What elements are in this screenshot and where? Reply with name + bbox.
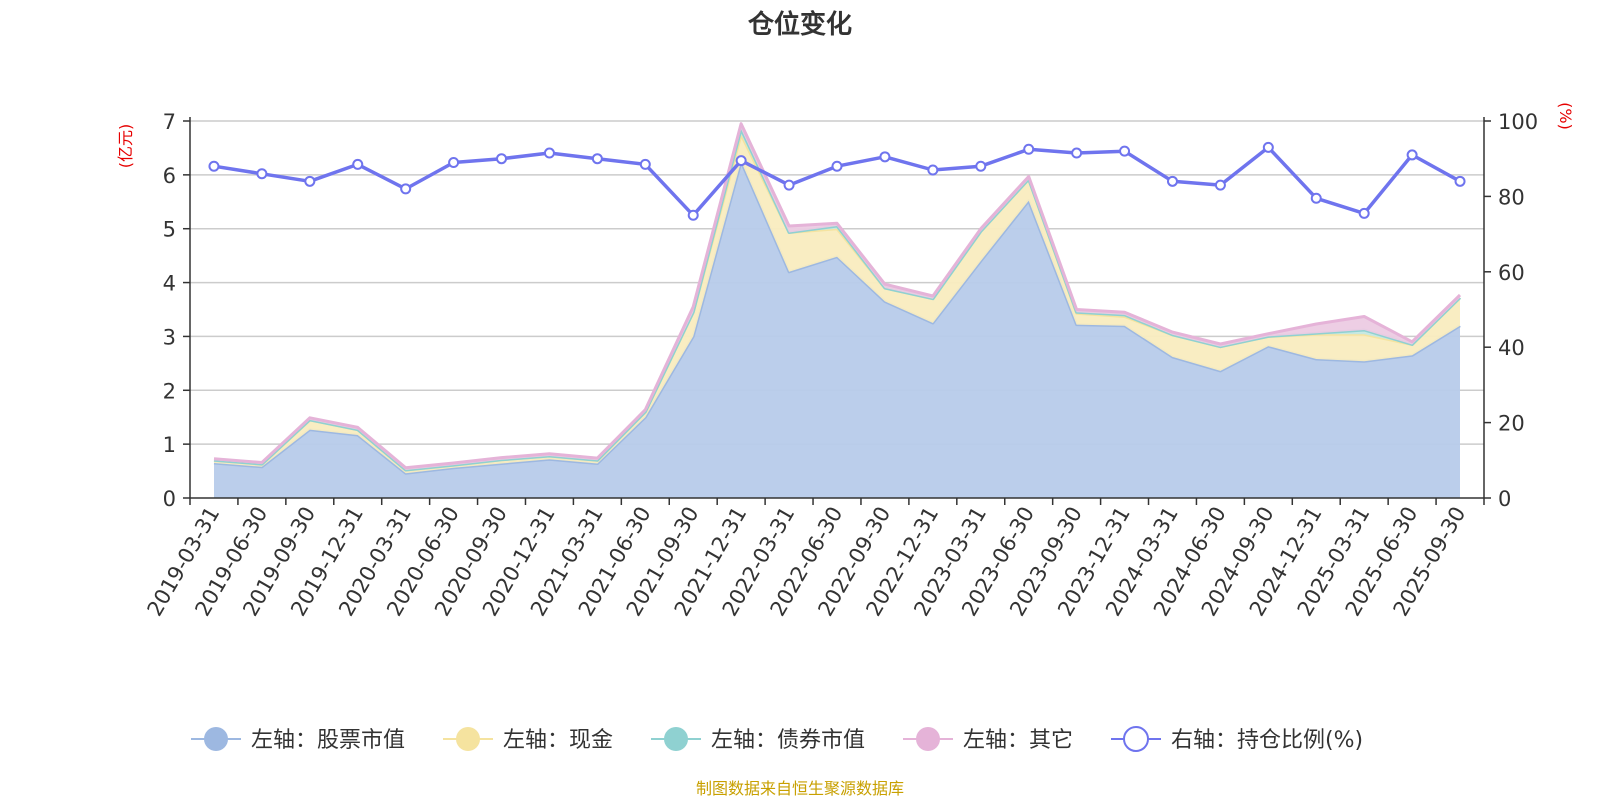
- ratio-point: [927, 164, 939, 176]
- legend-item-4: 右轴：持仓比例(%): [1111, 726, 1363, 753]
- legend-item-2: 左轴：债券市值: [651, 727, 865, 753]
- ratio-point: [1262, 141, 1274, 153]
- ratio-point: [304, 175, 316, 187]
- legend-marker: [916, 727, 940, 751]
- legend-marker: [204, 727, 228, 751]
- legend-item-0: 左轴：股票市值: [191, 727, 405, 753]
- ratio-line: [208, 141, 1466, 221]
- right-tick-label: 80: [1498, 185, 1525, 209]
- legend-item-1: 左轴：现金: [443, 727, 613, 753]
- ratio-point: [639, 158, 651, 170]
- ratio-point: [591, 153, 603, 165]
- legend-label: 右轴：持仓比例(%): [1171, 728, 1363, 753]
- ratio-point: [543, 147, 555, 159]
- ratio-point: [256, 168, 268, 180]
- stacked-areas: [213, 122, 1462, 498]
- ratio-point: [400, 183, 412, 195]
- right-axis-unit: (%): [1556, 102, 1575, 130]
- left-tick-label: 3: [163, 325, 176, 349]
- left-tick-label: 7: [163, 110, 176, 134]
- right-tick-label: 20: [1498, 412, 1525, 436]
- chart-title: 仓位变化: [747, 9, 852, 40]
- ratio-point: [975, 160, 987, 172]
- ratio-point: [1119, 145, 1131, 157]
- ratio-line-path: [213, 145, 1461, 218]
- ratio-point: [783, 179, 795, 191]
- right-tick-label: 60: [1498, 261, 1525, 285]
- legend-label: 左轴：现金: [503, 728, 613, 753]
- legend-label: 左轴：债券市值: [711, 728, 865, 753]
- legend-label: 左轴：其它: [963, 728, 1073, 753]
- ratio-point: [879, 151, 891, 163]
- right-tick-label: 100: [1498, 110, 1538, 134]
- left-tick-label: 0: [163, 487, 176, 511]
- left-tick-label: 6: [163, 164, 176, 188]
- left-axis-unit: (亿元): [116, 124, 135, 169]
- ratio-point: [1071, 147, 1083, 159]
- ratio-point: [735, 155, 747, 167]
- right-tick-label: 0: [1498, 487, 1511, 511]
- ratio-point: [208, 160, 220, 172]
- area-edge-series-3: [213, 122, 1462, 470]
- left-tick-label: 4: [163, 272, 176, 296]
- ratio-point: [687, 209, 699, 221]
- ratio-point: [1166, 175, 1178, 187]
- ratio-point: [496, 153, 508, 165]
- legend-marker: [456, 727, 480, 751]
- ratio-point: [1358, 207, 1370, 219]
- legend-label: 左轴：股票市值: [251, 728, 405, 753]
- legend-item-3: 左轴：其它: [903, 727, 1073, 753]
- legend-marker: [1123, 726, 1149, 752]
- left-tick-label: 5: [163, 218, 176, 242]
- ratio-point: [1406, 149, 1418, 161]
- left-tick-label: 2: [163, 379, 176, 403]
- left-tick-label: 1: [163, 433, 176, 457]
- ratio-point: [1454, 175, 1466, 187]
- legend-marker: [664, 727, 688, 751]
- legend: 左轴：股票市值 左轴：现金 左轴：债券市值 左轴：其它 右轴：持仓比例(%): [191, 726, 1363, 753]
- ratio-point: [1023, 143, 1035, 155]
- area-series-0: [214, 161, 1460, 498]
- ratio-point: [1214, 179, 1226, 191]
- ratio-point: [448, 156, 460, 168]
- source-note: 制图数据来自恒生聚源数据库: [696, 779, 904, 798]
- ratio-point: [1310, 192, 1322, 204]
- ratio-point: [831, 160, 843, 172]
- ratio-point: [352, 158, 364, 170]
- right-tick-label: 40: [1498, 336, 1525, 360]
